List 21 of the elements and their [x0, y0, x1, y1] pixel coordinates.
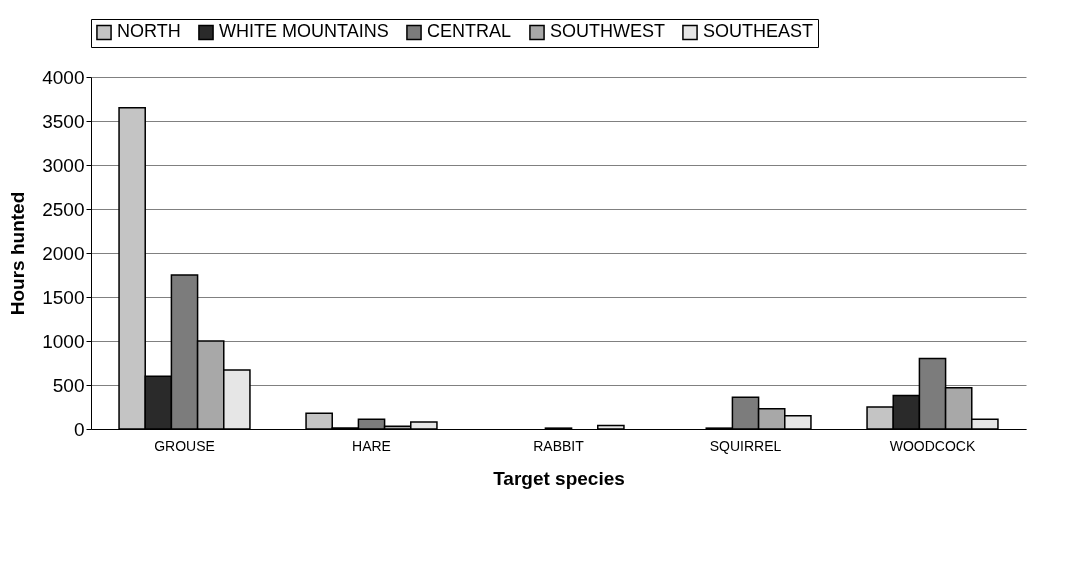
y-tick-label: 500	[52, 374, 85, 396]
y-tick-label: 4000	[42, 66, 85, 88]
y-tick-label: 3500	[42, 110, 85, 132]
x-tick-label: RABBIT	[533, 437, 585, 454]
x-tick-label: WOODCOCK	[889, 437, 976, 454]
x-axis-title: Target species	[493, 467, 625, 489]
legend-label: SOUTHEAST	[703, 21, 814, 42]
x-tick-label: HARE	[352, 437, 391, 454]
y-axis-title: Hours hunted	[7, 191, 29, 316]
legend-label: CENTRAL	[427, 21, 512, 42]
y-tick-label: 2000	[42, 242, 85, 264]
y-tick-label: 0	[73, 418, 85, 440]
x-tick-label: GROUSE	[154, 437, 215, 454]
x-tick-label: SQUIRREL	[709, 437, 782, 454]
y-tick-label: 1000	[42, 330, 85, 352]
legend-label: NORTH	[117, 21, 181, 42]
legend-label: WHITE MOUNTAINS	[219, 21, 389, 42]
y-tick-label: 1500	[42, 286, 85, 308]
legend-label: SOUTHWEST	[550, 21, 665, 42]
y-tick-label: 3000	[42, 154, 85, 176]
y-tick-label: 2500	[42, 198, 85, 220]
